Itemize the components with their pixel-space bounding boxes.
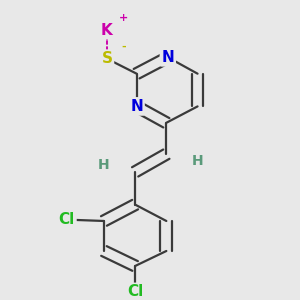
Text: -: - bbox=[121, 41, 126, 51]
Text: S: S bbox=[101, 51, 112, 66]
Text: N: N bbox=[130, 99, 143, 114]
Text: H: H bbox=[192, 154, 203, 168]
Text: Cl: Cl bbox=[127, 284, 143, 299]
Text: H: H bbox=[98, 158, 110, 172]
Text: H: H bbox=[192, 154, 203, 168]
Text: Cl: Cl bbox=[59, 212, 75, 227]
Text: K: K bbox=[101, 22, 113, 38]
Text: H: H bbox=[98, 158, 110, 172]
Text: +: + bbox=[118, 13, 128, 23]
Text: N: N bbox=[161, 50, 174, 65]
